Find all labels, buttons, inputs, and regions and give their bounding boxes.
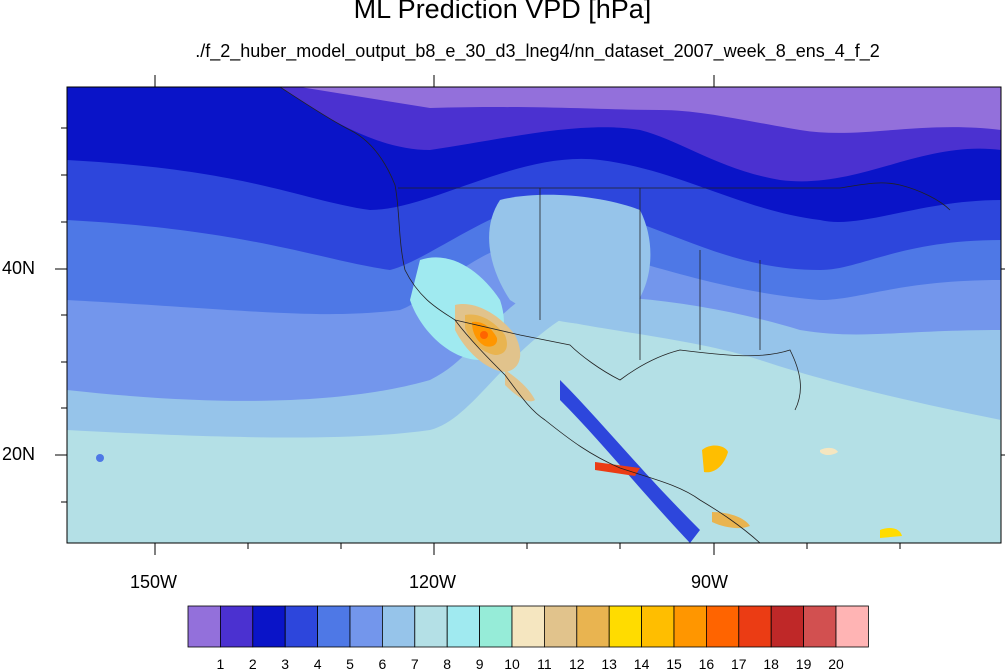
y-tick-label-20n: 20N: [2, 444, 36, 464]
colorbar-tick-label: 18: [763, 656, 779, 672]
x-tick-label-150w: 150W: [130, 572, 178, 592]
colorbar-tick-label: 2: [248, 656, 257, 672]
colorbar-swatch: [738, 605, 772, 648]
x-tick-label-90w: 90W: [691, 572, 729, 592]
map-subtitle: ./f_2_huber_model_output_b8_e_30_d3_lneg…: [195, 41, 880, 61]
colorbar-swatch: [641, 605, 675, 648]
colorbar-swatch: [284, 605, 319, 648]
colorbar-tick-label: 13: [601, 656, 617, 672]
colorbar-swatch: [835, 605, 869, 648]
colorbar-swatch: [187, 605, 221, 648]
colorbar-swatch: [317, 605, 351, 648]
colorbar-swatch: [479, 605, 513, 648]
colorbar-tick-label: 10: [504, 656, 520, 672]
colorbar-tick-label: 17: [731, 656, 747, 672]
colorbar-swatch: [511, 605, 545, 648]
colorbar-tick-label: 12: [569, 656, 585, 672]
colorbar-tick-label: 5: [346, 656, 354, 672]
colorbar-swatch: [770, 605, 805, 648]
colorbar-swatch: [544, 605, 578, 648]
colorbar-tick-label: 20: [828, 656, 844, 672]
colorbar-tick-label: 6: [378, 656, 387, 672]
colorbar-swatch: [414, 605, 448, 648]
coastline-outlines: [279, 87, 951, 543]
colorbar-tick-label: 8: [443, 656, 452, 672]
colorbar-tick-label: 19: [795, 656, 812, 672]
colorbar-tick-label: 7: [410, 656, 419, 672]
colorbar-swatch: [608, 605, 643, 648]
colorbar-tick-label: 11: [537, 656, 552, 672]
colorbar-swatch: [349, 605, 383, 648]
colorbar: [187, 605, 869, 648]
colorbar-tick-label: 3: [281, 656, 290, 672]
colorbar-swatch: [446, 605, 481, 648]
colorbar-swatch: [576, 605, 610, 648]
y-tick-label-40n: 40N: [2, 258, 36, 278]
colorbar-swatch: [803, 605, 837, 648]
colorbar-swatch: [219, 605, 254, 648]
vpd-contour-field: [67, 87, 1001, 543]
x-tick-label-120w: 120W: [409, 572, 457, 592]
colorbar-swatch: [252, 605, 286, 648]
colorbar-swatch: [706, 605, 740, 648]
colorbar-tick-label: 14: [633, 656, 650, 672]
colorbar-tick-label: 9: [475, 656, 484, 672]
colorbar-tick-label: 1: [216, 656, 225, 672]
colorbar-swatch: [381, 605, 416, 648]
colorbar-swatch: [673, 605, 707, 648]
colorbar-tick-label: 4: [313, 656, 322, 672]
colorbar-tick-label: 15: [666, 656, 682, 672]
axis-ticks: [55, 75, 1005, 555]
map-title: ML Prediction VPD [hPa]: [353, 0, 652, 24]
colorbar-tick-label: 16: [698, 656, 715, 672]
